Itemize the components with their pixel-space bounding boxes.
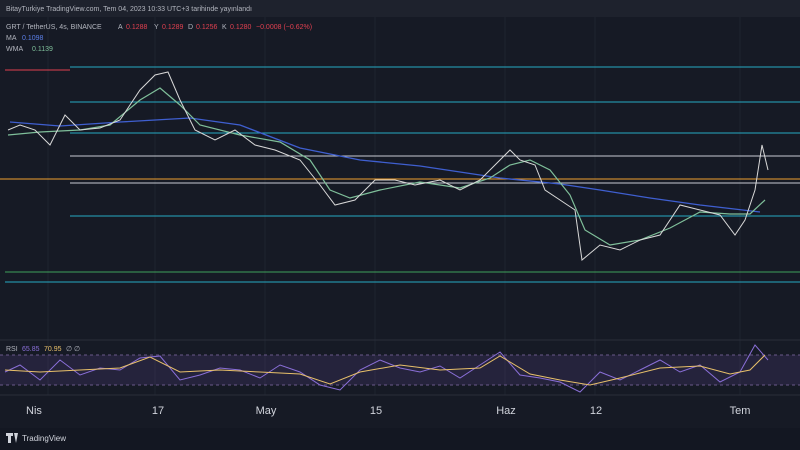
rsi-signal [4, 354, 766, 386]
open: 0.1288 [126, 24, 148, 31]
wma [7, 87, 766, 246]
x-tick-label: 15 [370, 405, 382, 417]
levels [0, 66, 800, 283]
brand: TradingView [22, 434, 66, 443]
grid [47, 17, 741, 395]
ma-slow [9, 117, 761, 213]
ma-label: MA [6, 35, 17, 42]
logo [6, 433, 18, 443]
rsi-label: RSI [6, 346, 18, 353]
x-tick-label: Nis [26, 405, 42, 417]
high-label: Y [154, 24, 159, 31]
wma-label: WMA [6, 46, 23, 53]
x-tick-label: 17 [152, 405, 164, 417]
ma-value: 0.1098 [22, 35, 44, 42]
price [7, 71, 769, 261]
high: 0.1289 [162, 24, 184, 31]
change: −0.0008 (−0.62%) [256, 24, 312, 31]
rsi-value: 65.85 [22, 346, 40, 353]
rsi-extra: ∅ [74, 346, 80, 353]
x-tick-label: 12 [590, 405, 602, 417]
x-tick-label: Haz [496, 405, 516, 417]
x-axis: Nis 17 May 15 Haz 12 Tem [26, 405, 750, 417]
low: 0.1256 [196, 24, 218, 31]
footer-bar [0, 428, 800, 450]
wma-value: 0.1139 [32, 46, 53, 53]
close-label: K [222, 24, 227, 31]
open-label: A [118, 24, 123, 31]
symbol: GRT / TetherUS, 4s, BINANCE [6, 24, 102, 31]
rsi-signal-value: 70.95 [44, 346, 62, 353]
low-label: D [188, 24, 193, 31]
x-tick-label: May [256, 405, 277, 417]
rsi-extra: ∅ [66, 346, 72, 353]
rsi-band [0, 355, 800, 385]
top-bar [0, 0, 800, 17]
published: BitayTurkiye TradingView.com, Tem 04, 20… [6, 6, 252, 13]
x-tick-label: Tem [730, 405, 751, 417]
close: 0.1280 [230, 24, 252, 31]
